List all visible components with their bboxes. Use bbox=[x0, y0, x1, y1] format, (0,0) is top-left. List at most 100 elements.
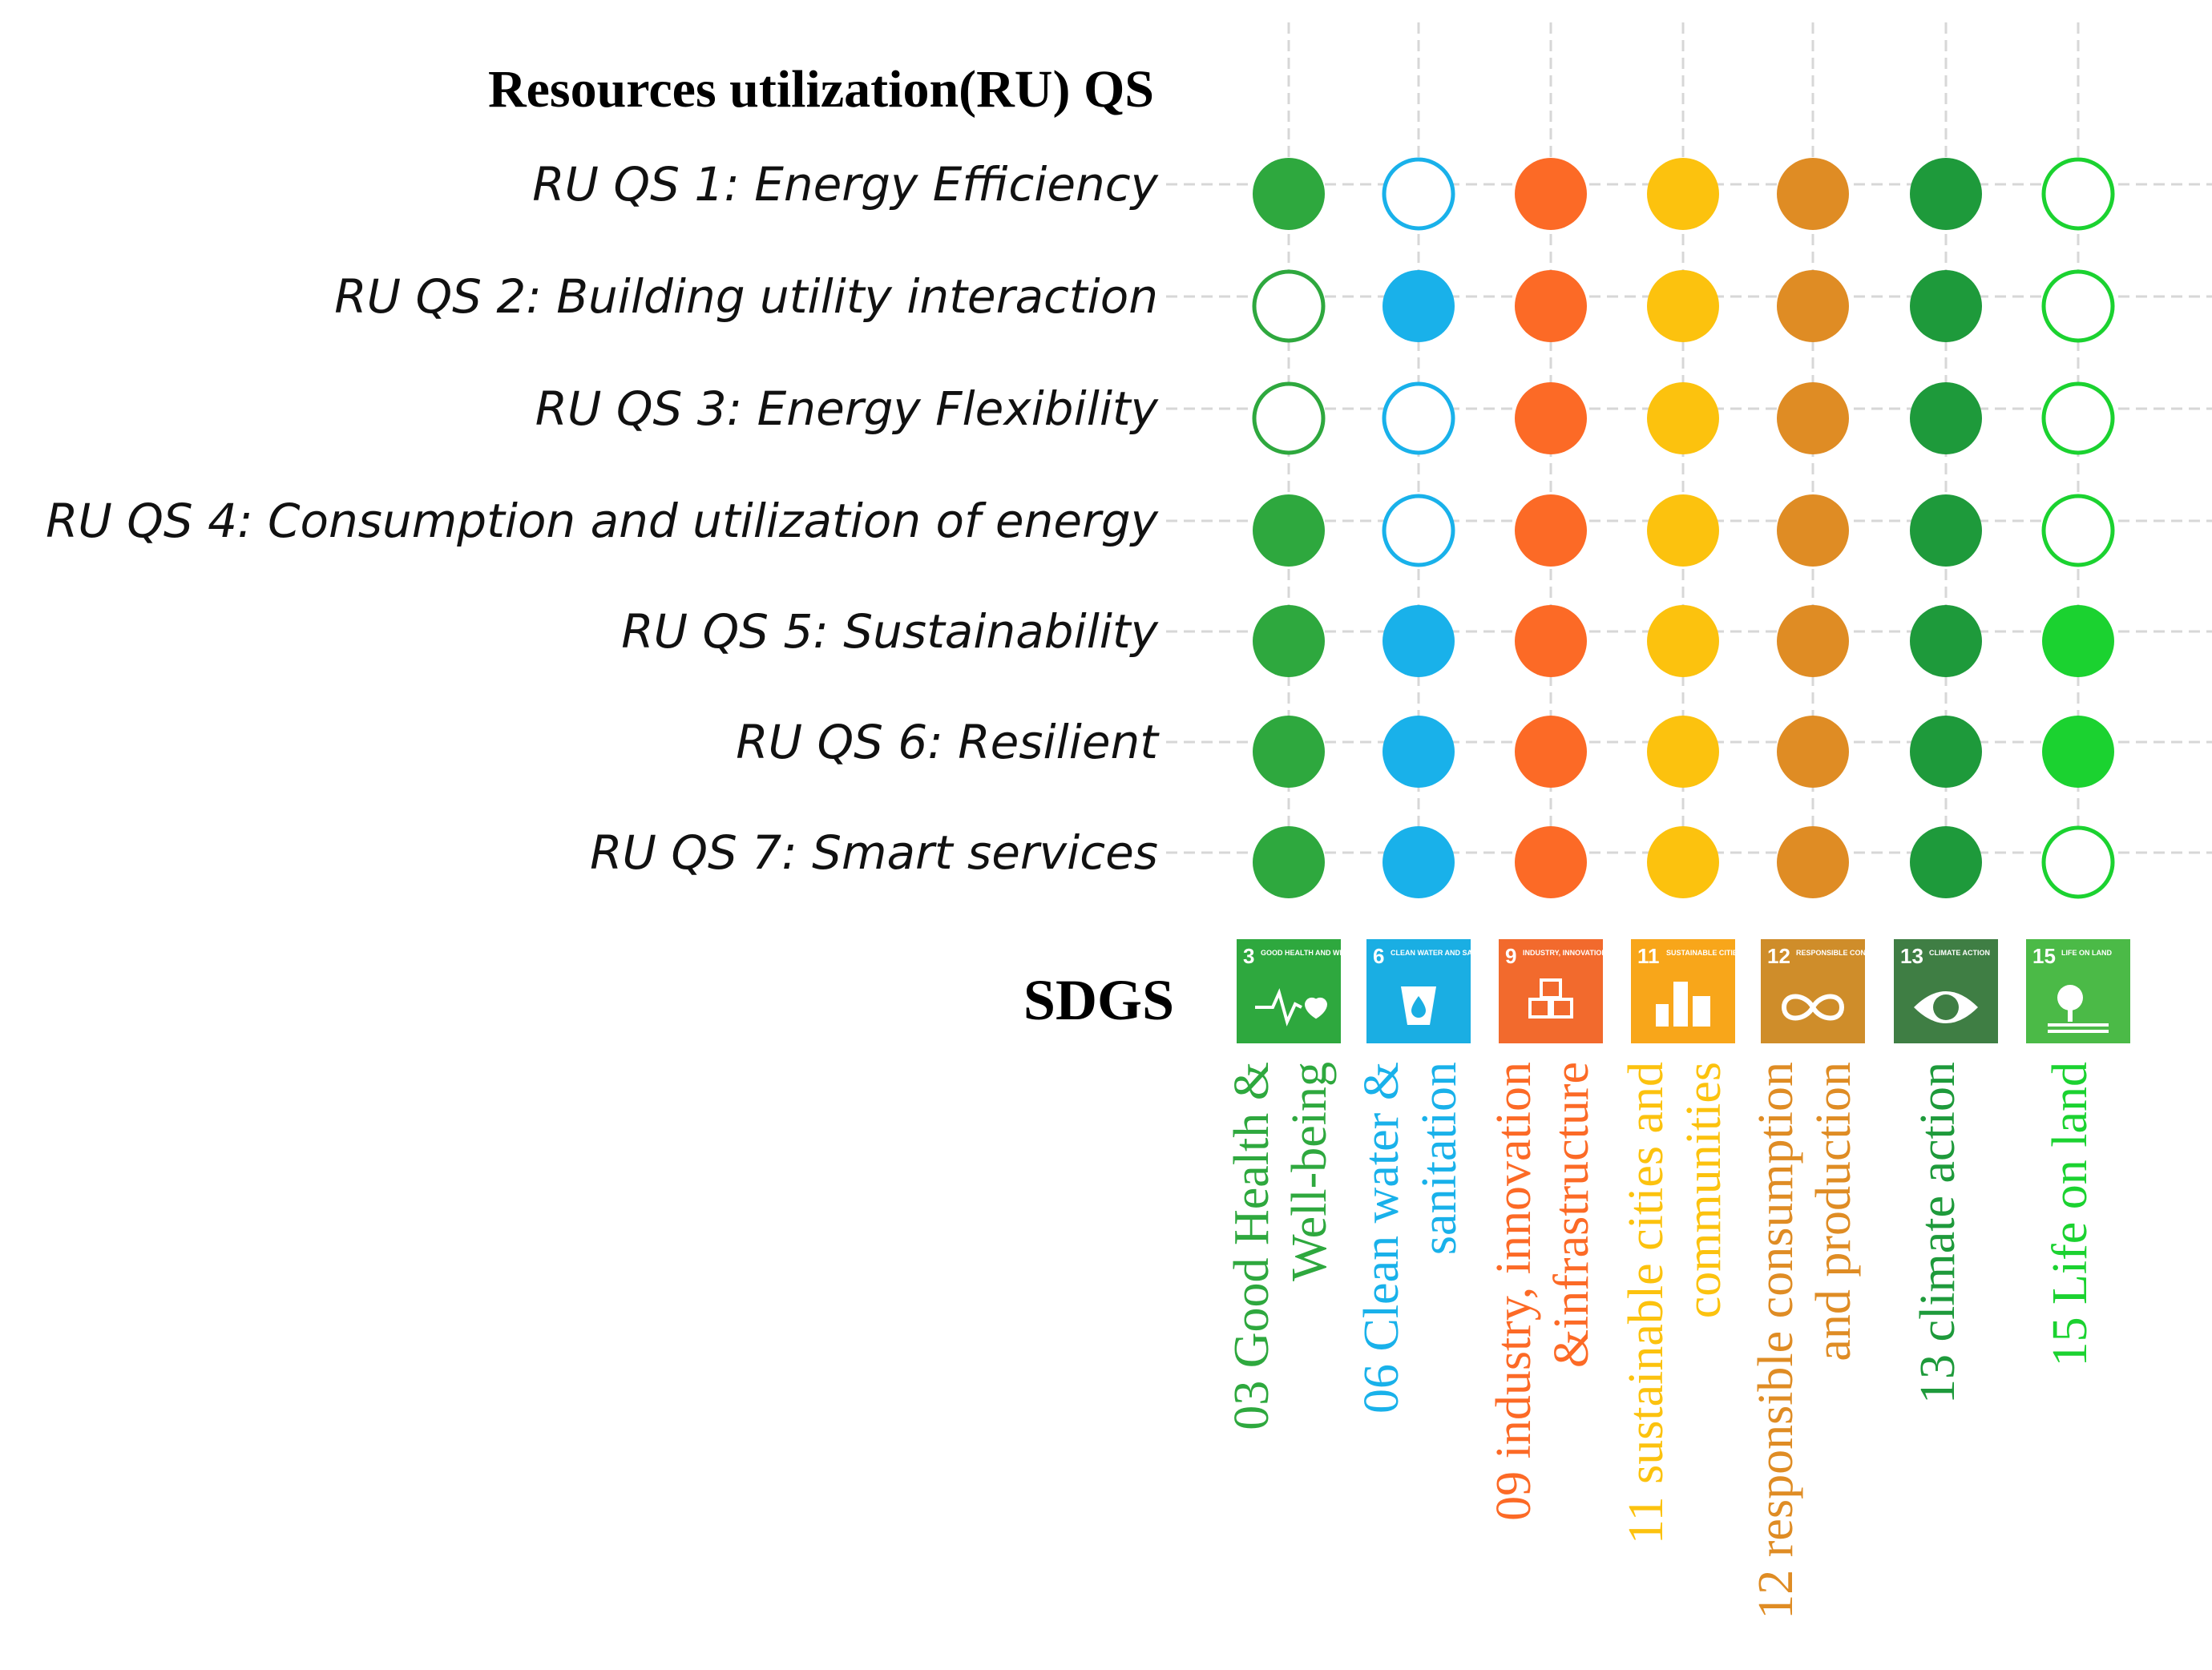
filled-dot bbox=[1910, 826, 1982, 898]
filled-dot bbox=[1910, 158, 1982, 230]
filled-dot bbox=[1647, 270, 1719, 342]
infinity-icon bbox=[1781, 994, 1845, 1021]
row-label-1: RU QS 1: Energy Efficiency bbox=[532, 157, 1158, 212]
sdg-tile-number: 15 bbox=[2032, 944, 2056, 968]
empty-dot bbox=[2041, 157, 2115, 231]
filled-dot bbox=[1910, 605, 1982, 677]
empty-dot bbox=[1252, 381, 1326, 455]
filled-dot bbox=[1777, 826, 1849, 898]
column-label-line: 06 Clean water & bbox=[1354, 1062, 1409, 1414]
filled-dot bbox=[1777, 382, 1849, 454]
sdg-tile-number: 12 bbox=[1767, 944, 1790, 968]
filled-dot bbox=[1910, 716, 1982, 788]
sdg-tile-6: 6 CLEAN WATER AND SANITA bbox=[1366, 939, 1489, 1043]
filled-dot bbox=[1515, 605, 1587, 677]
empty-dot bbox=[1382, 157, 1455, 231]
row-label-5: RU QS 5: Sustainability bbox=[621, 604, 1158, 659]
filled-dot bbox=[1382, 716, 1455, 788]
chart-title: Resources utilization(RU) QS bbox=[488, 60, 1154, 119]
column-label-line: Well-being bbox=[1282, 1062, 1337, 1281]
column-labels: 03 Good Health & Well-being 06 Clean water… bbox=[1225, 1062, 2097, 1620]
sdg-tile-number: 11 bbox=[1637, 944, 1660, 968]
empty-dot bbox=[2041, 381, 2115, 455]
sdg-tile-number: 3 bbox=[1243, 944, 1254, 968]
sdg-tile-title: CLIMATE ACTION bbox=[1929, 949, 1990, 957]
column-label-line: and production bbox=[1806, 1062, 1861, 1361]
filled-dot bbox=[1647, 716, 1719, 788]
sdg-tile-11: 11 SUSTAINABLE CITIES AND bbox=[1631, 939, 1760, 1043]
filled-dot bbox=[1777, 716, 1849, 788]
row-label-4: RU QS 4: Consumption and utilization of … bbox=[46, 494, 1159, 548]
sdg-tile-title: INDUSTRY, INNOVATION A bbox=[1523, 949, 1614, 957]
filled-dot bbox=[1910, 270, 1982, 342]
filled-dot bbox=[1253, 826, 1325, 898]
column-label-line: &infrastructure bbox=[1544, 1062, 1599, 1368]
row-label-2: RU QS 2: Building utility interaction bbox=[334, 269, 1158, 324]
empty-dot bbox=[2041, 825, 2115, 899]
column-label-line: communities bbox=[1677, 1062, 1731, 1318]
filled-dot bbox=[1910, 382, 1982, 454]
matrix-dots bbox=[1252, 157, 2115, 899]
sdg-tile-title: GOOD HEALTH AND WELL-B bbox=[1261, 949, 1361, 957]
filled-dot bbox=[1647, 382, 1719, 454]
eye-globe-icon bbox=[1914, 991, 1978, 1023]
row-label-6: RU QS 6: Resilient bbox=[736, 715, 1160, 769]
filled-dot bbox=[1253, 716, 1325, 788]
sdg-tile-number: 9 bbox=[1505, 944, 1516, 968]
sdg-tile-title: CLEAN WATER AND SANITA bbox=[1391, 949, 1489, 957]
filled-dot bbox=[1515, 716, 1587, 788]
sdg-tile-13: 13 CLIMATE ACTION bbox=[1894, 939, 1998, 1043]
filled-dot bbox=[1382, 605, 1455, 677]
heartbeat-icon bbox=[1255, 988, 1328, 1027]
sdg-tile-12: 12 RESPONSIBLE CONSUMPTIO bbox=[1761, 939, 1899, 1043]
empty-dot bbox=[2041, 269, 2115, 343]
filled-dot bbox=[1382, 826, 1455, 898]
filled-dot bbox=[1515, 494, 1587, 567]
filled-dot bbox=[1253, 605, 1325, 677]
row-label-3: RU QS 3: Energy Flexibility bbox=[535, 381, 1159, 436]
sdg-tile-3: 3 GOOD HEALTH AND WELL-B bbox=[1237, 939, 1361, 1043]
sdg-tile-number: 6 bbox=[1373, 944, 1384, 968]
column-label-line: 09 industry, innovation bbox=[1487, 1062, 1541, 1521]
filled-dot bbox=[1515, 826, 1587, 898]
filled-dot bbox=[1515, 158, 1587, 230]
empty-dot bbox=[1382, 494, 1455, 567]
empty-dot bbox=[1252, 269, 1326, 343]
filled-dot bbox=[1253, 158, 1325, 230]
sdg-tile-title: RESPONSIBLE CONSUMPTIO bbox=[1796, 949, 1899, 957]
column-label-line: 15 Life on land bbox=[2043, 1062, 2097, 1367]
sdgs-label: SDGS bbox=[1023, 968, 1174, 1032]
sdg-tiles: 3 GOOD HEALTH AND WELL-B 6 CLEAN WATER AND … bbox=[1237, 939, 2130, 1043]
sdg-tile-9: 9 INDUSTRY, INNOVATION A bbox=[1499, 939, 1614, 1043]
filled-dot bbox=[1910, 494, 1982, 567]
filled-dot bbox=[2042, 605, 2114, 677]
filled-dot bbox=[1647, 494, 1719, 567]
sdg-tile-title: SUSTAINABLE CITIES AND bbox=[1666, 949, 1760, 957]
filled-dot bbox=[1647, 158, 1719, 230]
column-label-line: 12 responsible consumption bbox=[1749, 1062, 1803, 1620]
filled-dot bbox=[1777, 270, 1849, 342]
sdg-tile-15: 15 LIFE ON LAND bbox=[2026, 939, 2130, 1043]
filled-dot bbox=[1777, 605, 1849, 677]
filled-dot bbox=[1777, 158, 1849, 230]
empty-dot bbox=[2041, 494, 2115, 567]
filled-dot bbox=[1647, 826, 1719, 898]
column-label-line: 03 Good Health & bbox=[1225, 1062, 1279, 1430]
filled-dot bbox=[1515, 382, 1587, 454]
filled-dot bbox=[2042, 716, 2114, 788]
column-label-line: 13 climate action bbox=[1911, 1062, 1965, 1404]
filled-dot bbox=[1515, 270, 1587, 342]
tree-icon bbox=[2048, 985, 2109, 1033]
cubes-icon bbox=[1528, 978, 1573, 1019]
filled-dot bbox=[1647, 605, 1719, 677]
filled-dot bbox=[1777, 494, 1849, 567]
row-labels: RU QS 1: Energy Efficiency RU QS 2: Buil… bbox=[46, 157, 1160, 880]
water-drop-icon bbox=[1401, 986, 1436, 1025]
filled-dot bbox=[1253, 494, 1325, 567]
sdg-tile-number: 13 bbox=[1900, 944, 1923, 968]
column-label-line: 11 sustainable cities and bbox=[1619, 1062, 1673, 1544]
column-label-line: sanitation bbox=[1412, 1062, 1467, 1255]
filled-dot bbox=[1382, 270, 1455, 342]
city-icon bbox=[1656, 982, 1710, 1027]
